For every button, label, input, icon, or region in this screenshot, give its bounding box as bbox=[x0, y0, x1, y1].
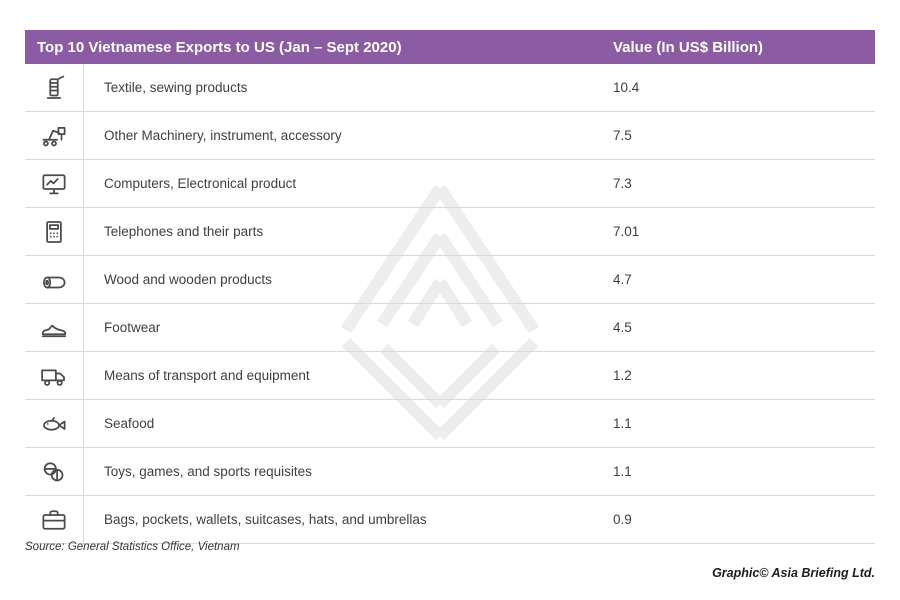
table-row: Toys, games, and sports requisites 1.1 bbox=[25, 448, 875, 496]
footwear-icon bbox=[25, 304, 84, 351]
table-row: Textile, sewing products 10.4 bbox=[25, 64, 875, 112]
table-row: Bags, pockets, wallets, suitcases, hats,… bbox=[25, 496, 875, 544]
table-title: Top 10 Vietnamese Exports to US (Jan – S… bbox=[37, 38, 402, 56]
row-label: Telephones and their parts bbox=[104, 224, 264, 239]
exports-table: Top 10 Vietnamese Exports to US (Jan – S… bbox=[25, 30, 875, 544]
briefcase-icon bbox=[25, 496, 84, 543]
machinery-icon bbox=[25, 112, 84, 159]
table-body: Textile, sewing products 10.4 Other Machin… bbox=[25, 64, 875, 544]
table-row: Seafood 1.1 bbox=[25, 400, 875, 448]
row-value: 10.4 bbox=[613, 80, 640, 95]
row-value: 4.7 bbox=[613, 272, 632, 287]
row-label: Textile, sewing products bbox=[104, 80, 248, 95]
truck-icon bbox=[25, 352, 84, 399]
computer-icon bbox=[25, 160, 84, 207]
row-label: Footwear bbox=[104, 320, 161, 335]
graphic-credit: Graphic© Asia Briefing Ltd. bbox=[712, 566, 875, 580]
row-label: Means of transport and equipment bbox=[104, 368, 310, 383]
table-row: Computers, Electronical product 7.3 bbox=[25, 160, 875, 208]
row-value: 1.1 bbox=[613, 416, 632, 431]
row-label: Seafood bbox=[104, 416, 155, 431]
table-row: Other Machinery, instrument, accessory 7.… bbox=[25, 112, 875, 160]
row-value: 1.1 bbox=[613, 464, 632, 479]
table-row: Footwear 4.5 bbox=[25, 304, 875, 352]
row-value: 1.2 bbox=[613, 368, 632, 383]
table-header: Top 10 Vietnamese Exports to US (Jan – S… bbox=[25, 30, 875, 64]
fish-icon bbox=[25, 400, 84, 447]
row-value: 7.3 bbox=[613, 176, 632, 191]
value-column-header: Value (In US$ Billion) bbox=[613, 38, 764, 56]
thread-spool-icon bbox=[25, 64, 84, 111]
telephone-icon bbox=[25, 208, 84, 255]
row-label: Other Machinery, instrument, accessory bbox=[104, 128, 342, 143]
source-note: Source: General Statistics Office, Vietn… bbox=[25, 541, 240, 553]
row-value: 4.5 bbox=[613, 320, 632, 335]
balls-icon bbox=[25, 448, 84, 495]
row-label: Toys, games, and sports requisites bbox=[104, 464, 312, 479]
row-label: Bags, pockets, wallets, suitcases, hats,… bbox=[104, 512, 427, 527]
row-label: Wood and wooden products bbox=[104, 272, 272, 287]
table-row: Wood and wooden products 4.7 bbox=[25, 256, 875, 304]
table-row: Means of transport and equipment 1.2 bbox=[25, 352, 875, 400]
row-value: 7.5 bbox=[613, 128, 632, 143]
row-value: 0.9 bbox=[613, 512, 632, 527]
row-label: Computers, Electronical product bbox=[104, 176, 297, 191]
wood-log-icon bbox=[25, 256, 84, 303]
table-row: Telephones and their parts 7.01 bbox=[25, 208, 875, 256]
row-value: 7.01 bbox=[613, 224, 640, 239]
